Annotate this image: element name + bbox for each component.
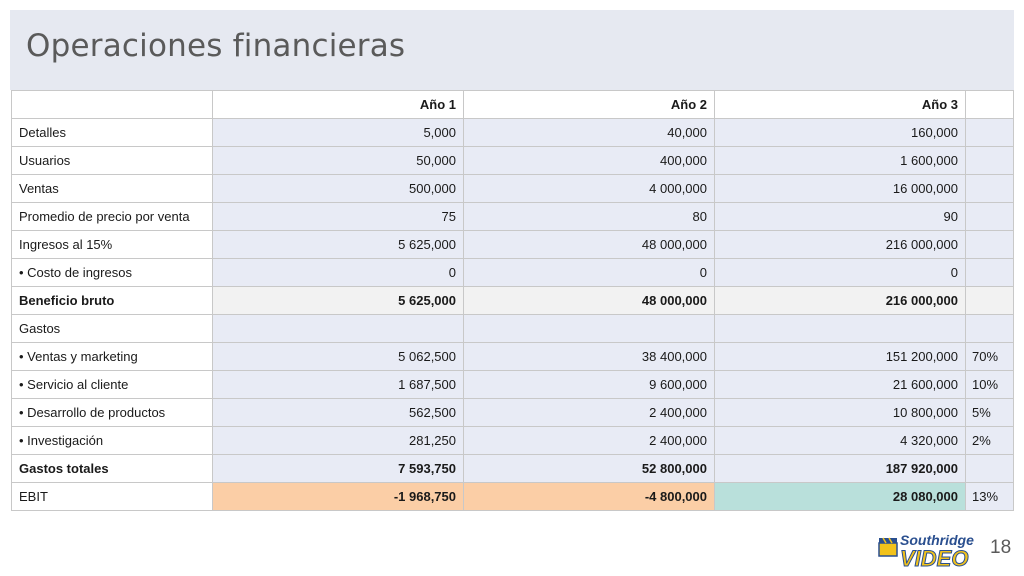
financial-table: Año 1 Año 2 Año 3 Detalles 5,000 40,000 … — [11, 90, 1014, 511]
cell-year-2: 52 800,000 — [463, 454, 715, 483]
cell-year-3: 1 600,000 — [714, 146, 966, 175]
row-label: • Investigación — [11, 426, 213, 455]
row-label: Gastos totales — [11, 454, 213, 483]
table-row: • Ventas y marketing 5 062,500 38 400,00… — [11, 342, 1014, 371]
cell-pct: 5% — [965, 398, 1014, 427]
cell-pct — [965, 286, 1014, 315]
cell-year-1: 562,500 — [212, 398, 464, 427]
cell-year-2: 38 400,000 — [463, 342, 715, 371]
cell-year-1: 5 625,000 — [212, 230, 464, 259]
row-label: • Servicio al cliente — [11, 370, 213, 399]
cell-year-2: -4 800,000 — [463, 482, 715, 511]
cell-year-1: 50,000 — [212, 146, 464, 175]
cell-year-1 — [212, 314, 464, 343]
cell-year-2: 0 — [463, 258, 715, 287]
table-row: • Desarrollo de productos 562,500 2 400,… — [11, 398, 1014, 427]
cell-year-3: 21 600,000 — [714, 370, 966, 399]
cell-year-1: -1 968,750 — [212, 482, 464, 511]
page-number: 18 — [990, 537, 1012, 558]
table-row: Detalles 5,000 40,000 160,000 — [11, 118, 1014, 147]
row-label: Ingresos al 15% — [11, 230, 213, 259]
row-label: • Costo de ingresos — [11, 258, 213, 287]
cell-year-1: 500,000 — [212, 174, 464, 203]
cell-pct — [965, 258, 1014, 287]
row-label: • Desarrollo de productos — [11, 398, 213, 427]
logo-line-1: Southridge — [900, 532, 974, 548]
title-band — [10, 10, 1014, 90]
cell-year-1: 7 593,750 — [212, 454, 464, 483]
slide-title: Operaciones financieras — [26, 28, 406, 64]
cell-year-3 — [714, 314, 966, 343]
cell-year-2: 400,000 — [463, 146, 715, 175]
cell-year-3: 160,000 — [714, 118, 966, 147]
header-cell-empty — [11, 90, 213, 119]
table-row: • Costo de ingresos 0 0 0 — [11, 258, 1014, 287]
cell-year-1: 281,250 — [212, 426, 464, 455]
cell-year-2: 2 400,000 — [463, 426, 715, 455]
cell-year-2: 2 400,000 — [463, 398, 715, 427]
cell-year-2: 48 000,000 — [463, 230, 715, 259]
cell-year-2: 4 000,000 — [463, 174, 715, 203]
cell-year-3: 187 920,000 — [714, 454, 966, 483]
row-label: Gastos — [11, 314, 213, 343]
cell-year-3: 4 320,000 — [714, 426, 966, 455]
cell-pct — [965, 202, 1014, 231]
table-row: Gastos — [11, 314, 1014, 343]
cell-pct — [965, 118, 1014, 147]
southridge-video-logo: Southridge VIDEO — [878, 530, 974, 572]
cell-year-3: 216 000,000 — [714, 230, 966, 259]
cell-year-1: 0 — [212, 258, 464, 287]
cell-year-3: 28 080,000 — [714, 482, 966, 511]
header-year-3: Año 3 — [714, 90, 966, 119]
cell-year-3: 10 800,000 — [714, 398, 966, 427]
cell-year-3: 90 — [714, 202, 966, 231]
cell-pct: 2% — [965, 426, 1014, 455]
table-header-row: Año 1 Año 2 Año 3 — [11, 90, 1014, 119]
cell-year-2: 40,000 — [463, 118, 715, 147]
row-label: EBIT — [11, 482, 213, 511]
cell-year-1: 1 687,500 — [212, 370, 464, 399]
cell-pct — [965, 454, 1014, 483]
row-label: Promedio de precio por venta — [11, 202, 213, 231]
row-label: Beneficio bruto — [11, 286, 213, 315]
table-row: Beneficio bruto 5 625,000 48 000,000 216… — [11, 286, 1014, 315]
header-year-1: Año 1 — [212, 90, 464, 119]
cell-year-1: 5 625,000 — [212, 286, 464, 315]
logo-line-2: VIDEO — [899, 546, 969, 572]
cell-year-2: 80 — [463, 202, 715, 231]
cell-year-3: 16 000,000 — [714, 174, 966, 203]
cell-year-3: 0 — [714, 258, 966, 287]
cell-year-3: 216 000,000 — [714, 286, 966, 315]
table-row: Ventas 500,000 4 000,000 16 000,000 — [11, 174, 1014, 203]
table-row: Usuarios 50,000 400,000 1 600,000 — [11, 146, 1014, 175]
table-row-ebit: EBIT -1 968,750 -4 800,000 28 080,000 13… — [11, 482, 1014, 511]
cell-pct — [965, 314, 1014, 343]
cell-pct — [965, 146, 1014, 175]
cell-year-1: 5,000 — [212, 118, 464, 147]
row-label: Detalles — [11, 118, 213, 147]
cell-year-1: 75 — [212, 202, 464, 231]
row-label: • Ventas y marketing — [11, 342, 213, 371]
table-row: • Servicio al cliente 1 687,500 9 600,00… — [11, 370, 1014, 399]
cell-year-2: 48 000,000 — [463, 286, 715, 315]
table-row: Gastos totales 7 593,750 52 800,000 187 … — [11, 454, 1014, 483]
header-pct — [965, 90, 1014, 119]
cell-pct — [965, 174, 1014, 203]
cell-year-2 — [463, 314, 715, 343]
table-row: • Investigación 281,250 2 400,000 4 320,… — [11, 426, 1014, 455]
cell-pct: 13% — [965, 482, 1014, 511]
header-year-2: Año 2 — [463, 90, 715, 119]
clapperboard-icon — [878, 537, 898, 557]
cell-pct: 70% — [965, 342, 1014, 371]
cell-year-1: 5 062,500 — [212, 342, 464, 371]
cell-year-2: 9 600,000 — [463, 370, 715, 399]
cell-pct: 10% — [965, 370, 1014, 399]
row-label: Usuarios — [11, 146, 213, 175]
table-row: Ingresos al 15% 5 625,000 48 000,000 216… — [11, 230, 1014, 259]
cell-pct — [965, 230, 1014, 259]
row-label: Ventas — [11, 174, 213, 203]
table-row: Promedio de precio por venta 75 80 90 — [11, 202, 1014, 231]
cell-year-3: 151 200,000 — [714, 342, 966, 371]
